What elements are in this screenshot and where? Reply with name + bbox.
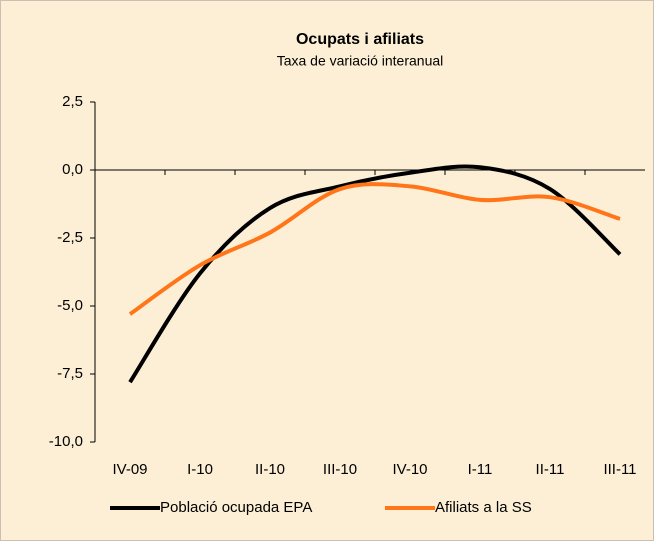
y-tick-label: -7,5 <box>57 365 83 382</box>
chart-subtitle: Taxa de variació interanual <box>277 53 444 69</box>
x-tick-label: III-11 <box>603 461 636 478</box>
line-series <box>128 182 621 316</box>
x-tick-label: II-11 <box>536 461 565 478</box>
legend-label: Afiliats a la SS <box>435 499 532 516</box>
y-tick-label: -5,0 <box>57 297 83 314</box>
y-tick-label: -2,5 <box>57 229 83 246</box>
x-tick-label: IV-09 <box>112 461 147 478</box>
x-tick-label: I-10 <box>187 461 213 478</box>
y-tick-label: 0,0 <box>62 161 83 178</box>
line-series <box>128 164 622 384</box>
x-tick-label: III-10 <box>323 461 357 478</box>
x-tick-label: I-11 <box>468 461 493 478</box>
chart-title: Ocupats i afiliats <box>296 31 424 48</box>
y-tick-label: 2,5 <box>62 93 83 110</box>
legend-label: Població ocupada EPA <box>160 499 312 516</box>
y-tick-label: -10,0 <box>49 433 83 450</box>
x-tick-label: II-10 <box>255 461 285 478</box>
x-tick-label: IV-10 <box>392 461 427 478</box>
